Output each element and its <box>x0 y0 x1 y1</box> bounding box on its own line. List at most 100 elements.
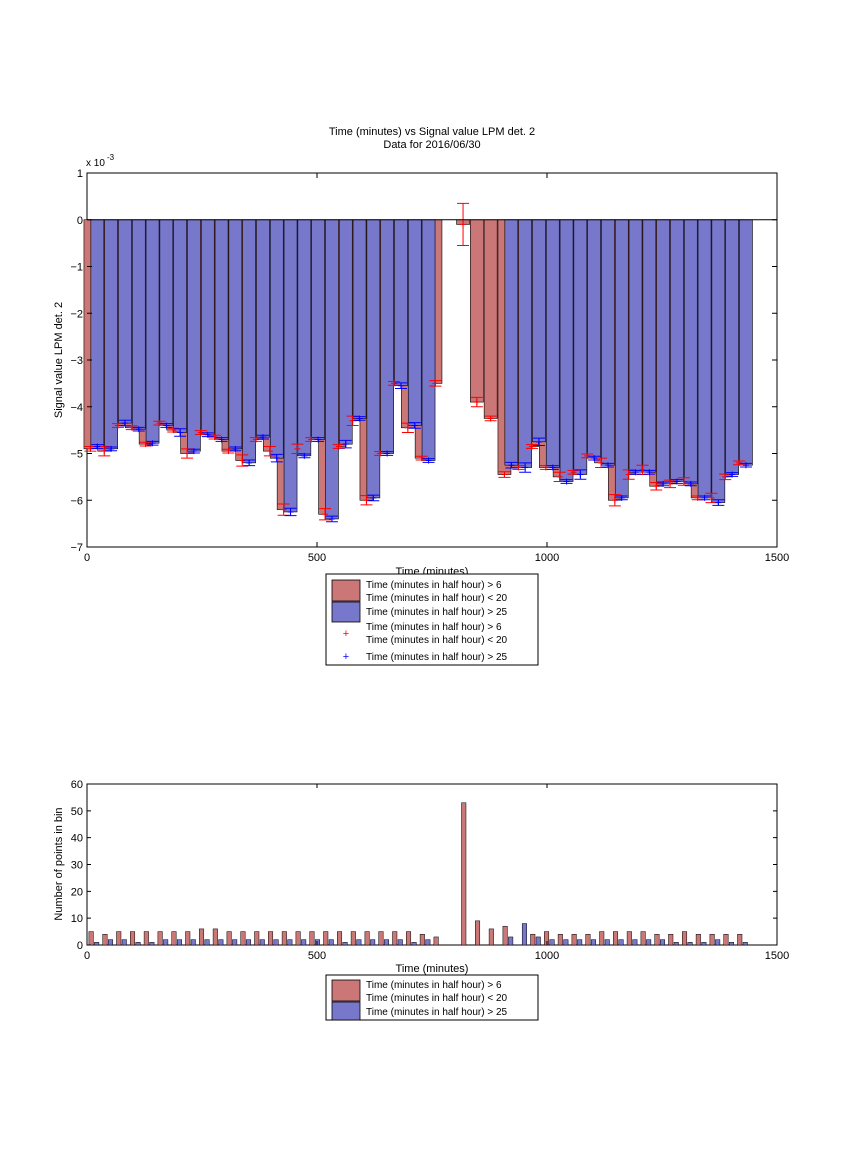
bottom-bar-red <box>557 934 563 946</box>
top-marker-blue <box>315 436 322 443</box>
top-marker-blue <box>742 462 749 469</box>
top-bar-blue <box>311 219 325 440</box>
top-marker-blue <box>135 426 142 433</box>
top-marker-red <box>142 441 149 448</box>
bottom-bar-red <box>475 920 481 946</box>
bottom-bar-red <box>102 934 108 946</box>
top-chart-subtitle: Data for 2016/06/30 <box>383 139 480 151</box>
bottom-bar-blue <box>176 939 182 946</box>
top-y-tick-label: −2 <box>70 308 83 320</box>
bottom-bar-blue <box>618 939 624 946</box>
bottom-bar-red <box>337 931 343 946</box>
bottom-bar-blue <box>687 942 693 946</box>
bottom-legend: Time (minutes in half hour) > 6 Time (mi… <box>325 974 539 1021</box>
bottom-bar-red <box>309 931 315 946</box>
top-marker-blue <box>370 494 377 501</box>
bottom-y-tick-label: 50 <box>71 806 83 818</box>
top-marker-red <box>280 506 287 513</box>
top-bar-blue <box>159 219 174 426</box>
bottom-bar-blue <box>356 939 362 946</box>
bottom-bar-red <box>254 931 260 946</box>
top-marker-blue <box>549 464 556 471</box>
bottom-bar-red <box>709 934 715 946</box>
legend-label-red-bar-line1: Time (minutes in half hour) > 6 <box>366 580 502 591</box>
bottom-bar-blue <box>715 939 721 946</box>
top-marker-blue <box>411 422 418 429</box>
top-bar-blue <box>104 219 118 450</box>
top-marker-blue <box>232 445 239 452</box>
top-y-tick-label: 1 <box>77 168 83 180</box>
top-y-tick-label: −4 <box>70 402 83 414</box>
bottom-bar-red <box>433 936 439 946</box>
top-bar-blue <box>352 219 367 419</box>
bottom-bar-blue <box>646 939 652 946</box>
legend-label-blue-marker: Time (minutes in half hour) > 25 <box>366 652 508 663</box>
legend-marker-red: + <box>343 628 349 640</box>
bottom-bar-red <box>281 931 287 946</box>
bottom-bar-red <box>626 931 632 946</box>
legend-swatch-red-bar <box>331 579 361 602</box>
bottom-bar-blue <box>370 939 376 946</box>
legend-label-red-marker-line2: Time (minutes in half hour) < 20 <box>366 635 508 646</box>
bottom-bar-red <box>488 928 494 946</box>
bottom-y-tick-label: 30 <box>71 860 83 872</box>
top-y-tick-label: −3 <box>70 355 83 367</box>
bottom-bar-red <box>668 934 674 946</box>
top-bar-blue <box>559 219 574 482</box>
bottom-bar-blue <box>149 942 155 946</box>
top-bar-blue <box>656 219 670 485</box>
top-bar-blue <box>518 219 532 468</box>
top-marker-red <box>377 450 384 457</box>
bottom-bar-blue <box>535 936 541 946</box>
bottom-bar-red <box>419 934 425 946</box>
top-bar-blue <box>187 219 201 452</box>
top-bar-red <box>470 219 484 403</box>
bottom-bar-blue <box>549 939 555 946</box>
top-y-axis-label: Signal value LPM det. 2 <box>53 302 65 418</box>
top-marker-blue <box>328 515 335 522</box>
bottom-bar-red <box>212 928 218 946</box>
bottom-x-tick-label: 500 <box>308 950 326 962</box>
top-marker-blue <box>522 464 529 471</box>
top-marker-blue <box>729 471 736 478</box>
bottom-y-tick-label: 40 <box>71 833 83 845</box>
bottom-y-tick-label: 60 <box>71 779 83 791</box>
bottom-y-axis-label: Number of points in bin <box>53 807 65 920</box>
top-bar-blue <box>380 219 394 454</box>
top-marker-red <box>708 494 715 501</box>
top-x-tick-label: 1500 <box>765 552 789 564</box>
legend-swatch-blue-bar <box>331 601 361 623</box>
bottom-bar-red <box>461 802 467 946</box>
top-marker-blue <box>508 462 515 469</box>
top-marker-blue <box>535 438 542 445</box>
bottom-bar-blue <box>397 939 403 946</box>
legend2-swatch-blue <box>331 1001 361 1021</box>
top-bar-blue <box>601 219 615 466</box>
top-bar-blue <box>366 219 381 499</box>
bottom-bar-red <box>737 934 743 946</box>
bottom-bar-blue <box>425 939 431 946</box>
top-marker-red <box>294 445 301 452</box>
top-bar-blue <box>683 219 698 485</box>
bottom-bar-blue <box>742 942 748 946</box>
bottom-bar-blue <box>563 939 569 946</box>
top-bars-group <box>83 202 753 523</box>
bottom-bar-blue <box>604 939 610 946</box>
top-marker-blue <box>632 469 639 476</box>
top-bar-blue <box>407 219 422 426</box>
bottom-bar-red <box>502 925 508 946</box>
top-marker-blue <box>604 462 611 469</box>
top-bar-blue <box>118 219 132 424</box>
bottom-bar-blue <box>135 942 141 946</box>
bottom-bar-red <box>185 931 191 946</box>
bottom-bar-red <box>654 934 660 946</box>
bottom-bar-red <box>378 931 384 946</box>
bottom-bar-blue <box>328 939 334 946</box>
top-x-tick-label: 0 <box>84 552 90 564</box>
top-marker-blue <box>287 508 294 515</box>
legend2-label-blue: Time (minutes in half hour) > 25 <box>366 1007 508 1018</box>
top-marker-blue <box>425 457 432 464</box>
top-marker-blue <box>204 431 211 438</box>
bottom-bar-blue <box>701 942 707 946</box>
